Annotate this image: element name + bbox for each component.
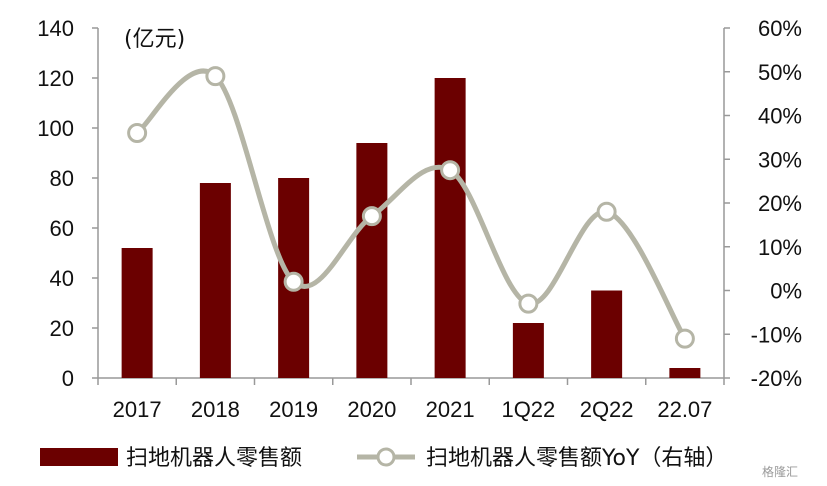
legend-line-marker xyxy=(376,447,396,467)
right-tick-label: 60% xyxy=(758,16,802,41)
yoy-point xyxy=(283,271,304,292)
right-tick-label: -10% xyxy=(751,322,802,347)
x-tick-label: 2018 xyxy=(191,397,240,422)
bar xyxy=(512,323,544,378)
legend: 扫地机器人零售额 扫地机器人零售额YoY（右轴） xyxy=(40,446,727,471)
x-tick-label: 1Q22 xyxy=(501,397,555,422)
left-tick-label: 40 xyxy=(50,266,74,291)
bar xyxy=(199,183,231,378)
x-tick-label: 2019 xyxy=(269,397,318,422)
bar-series xyxy=(121,78,701,378)
bar xyxy=(591,290,623,378)
watermark-text: 格隆汇 xyxy=(762,464,798,479)
bar xyxy=(121,248,153,378)
right-tick-label: 20% xyxy=(758,191,802,216)
right-tick-label: 30% xyxy=(758,147,802,172)
yoy-point xyxy=(361,206,382,227)
left-tick-label: 140 xyxy=(37,16,74,41)
right-tick-label: 0% xyxy=(770,279,802,304)
right-tick-label: 50% xyxy=(758,60,802,85)
yoy-point xyxy=(205,66,226,87)
bar xyxy=(669,368,701,378)
bar xyxy=(356,143,388,378)
bar xyxy=(434,78,466,378)
yoy-point xyxy=(127,123,148,143)
yoy-point xyxy=(518,293,539,314)
left-axis-unit-label: (亿元) xyxy=(124,27,185,52)
x-tick-label: 2020 xyxy=(347,397,396,422)
legend-bar-swatch xyxy=(40,448,118,466)
x-tick-label: 22.07 xyxy=(657,397,712,422)
left-tick-label: 80 xyxy=(50,166,74,191)
x-axis: 2017 2018 2019 2020 2021 1Q22 2Q22 22.07 xyxy=(97,377,725,422)
x-tick-label: 2021 xyxy=(426,397,475,422)
right-tick-label: 40% xyxy=(758,104,802,129)
legend-line-label: 扫地机器人零售额YoY（右轴） xyxy=(426,446,727,471)
left-tick-label: 60 xyxy=(50,216,74,241)
yoy-point xyxy=(440,160,461,181)
yoy-point xyxy=(596,201,617,222)
x-tick-label: 2017 xyxy=(113,397,162,422)
x-tick-label: 2Q22 xyxy=(580,397,634,422)
right-tick-label: -20% xyxy=(751,366,802,391)
left-tick-label: 120 xyxy=(37,66,74,91)
right-y-axis: -20% -10% 0% 10% 20% 30% 40% 50% 60% xyxy=(723,16,802,391)
yoy-point xyxy=(674,328,695,349)
line-series xyxy=(127,66,695,349)
left-y-axis: 0 20 40 60 80 100 120 140 xyxy=(37,16,99,391)
left-tick-label: 0 xyxy=(62,366,74,391)
left-tick-label: 100 xyxy=(37,116,74,141)
legend-bar-label: 扫地机器人零售额 xyxy=(126,446,302,471)
right-tick-label: 10% xyxy=(758,235,802,260)
left-tick-label: 20 xyxy=(50,316,74,341)
